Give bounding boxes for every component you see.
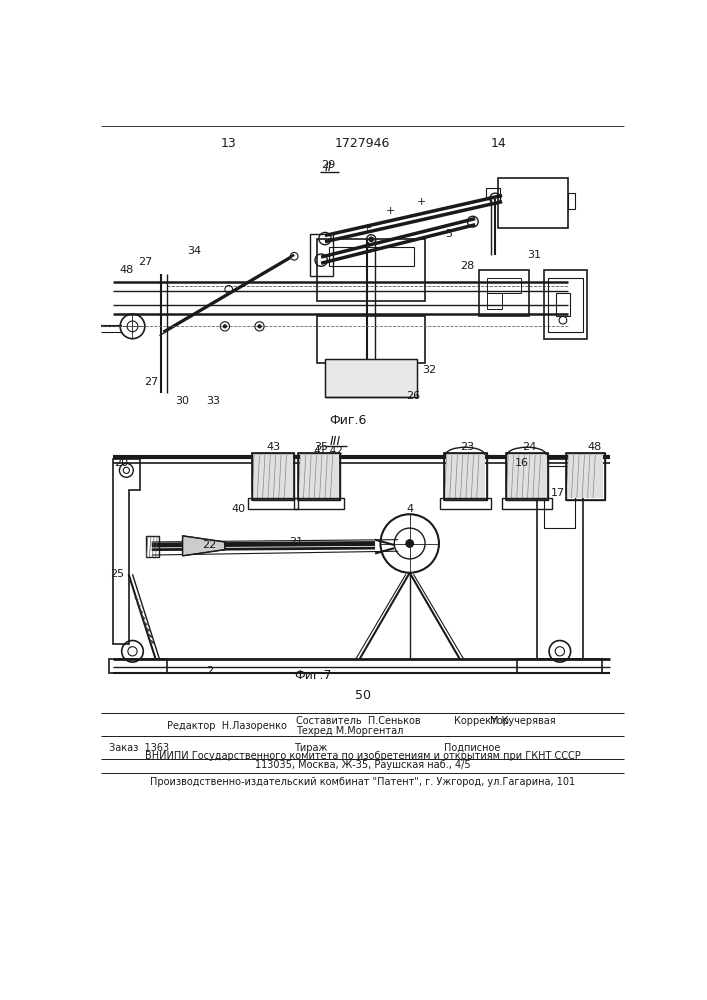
Text: 43: 43	[267, 442, 281, 452]
Bar	[294, 498, 344, 509]
Bar	[544, 270, 587, 339]
Text: ВНИИПИ Государственного комитета по изобретениям и открытиям при ГКНТ СССР: ВНИИПИ Государственного комитета по изоб…	[145, 751, 580, 761]
Bar	[298, 453, 340, 500]
Bar	[518, 659, 602, 673]
Text: 22: 22	[202, 540, 216, 550]
Bar	[252, 453, 294, 500]
Bar	[498, 178, 568, 228]
Text: 2: 2	[206, 666, 213, 676]
Text: III: III	[329, 435, 341, 448]
Circle shape	[258, 325, 261, 328]
Bar	[549, 278, 583, 332]
Bar	[537, 459, 583, 659]
Text: 33: 33	[206, 396, 221, 406]
Text: II: II	[325, 161, 332, 174]
Text: +: +	[363, 223, 372, 233]
Text: Подписное: Подписное	[444, 743, 501, 753]
Text: 27: 27	[139, 257, 153, 267]
Text: Заказ  1363: Заказ 1363	[110, 743, 170, 753]
Bar	[146, 536, 160, 557]
Bar	[508, 455, 547, 498]
Text: 27: 27	[145, 377, 159, 387]
Bar	[502, 498, 552, 509]
Text: 31: 31	[527, 250, 542, 260]
Text: Фиг.6: Фиг.6	[329, 414, 367, 427]
Circle shape	[223, 325, 226, 328]
Bar	[506, 453, 549, 500]
Text: Корректор: Корректор	[454, 716, 508, 726]
Text: 28: 28	[460, 261, 474, 271]
Text: Фиг.7: Фиг.7	[295, 669, 332, 682]
Bar	[568, 455, 603, 498]
Text: 25: 25	[110, 569, 124, 579]
Circle shape	[369, 237, 373, 242]
Text: 17: 17	[551, 488, 566, 498]
Text: Производственно-издательский комбинат "Патент", г. Ужгород, ул.Гагарина, 101: Производственно-издательский комбинат "П…	[150, 777, 575, 787]
Bar	[329, 247, 414, 266]
Text: 34: 34	[187, 246, 201, 256]
Text: 13: 13	[221, 137, 237, 150]
Text: 35: 35	[314, 442, 328, 452]
Bar	[310, 234, 333, 276]
Polygon shape	[182, 536, 225, 556]
Bar	[252, 453, 294, 500]
Text: 48: 48	[588, 442, 602, 452]
Text: 26: 26	[407, 391, 421, 401]
Circle shape	[406, 540, 414, 547]
Bar	[486, 278, 521, 293]
Bar	[568, 193, 575, 209]
Bar	[110, 659, 167, 673]
Text: М.Кучерявая: М.Кучерявая	[490, 716, 556, 726]
Bar	[444, 453, 486, 500]
Text: 29: 29	[321, 160, 335, 170]
Text: 50: 50	[355, 689, 370, 702]
Bar	[444, 453, 486, 500]
Text: 1727946: 1727946	[335, 137, 390, 150]
Text: 5: 5	[445, 229, 452, 239]
Bar	[446, 455, 485, 498]
Text: Тираж: Тираж	[294, 743, 327, 753]
Text: 113035, Москва, Ж-35, Раушская наб., 4/5: 113035, Москва, Ж-35, Раушская наб., 4/5	[255, 760, 471, 770]
Bar	[317, 316, 425, 363]
Text: 30: 30	[175, 396, 189, 406]
Bar	[317, 239, 425, 301]
Text: 23: 23	[460, 442, 474, 452]
Text: 41.42: 41.42	[314, 446, 344, 456]
Bar	[544, 466, 575, 528]
Text: 48: 48	[119, 265, 134, 275]
Text: +: +	[416, 197, 426, 207]
Bar	[440, 498, 491, 509]
Text: Техред М.Моргентал: Техред М.Моргентал	[296, 726, 403, 736]
Text: 4: 4	[406, 504, 414, 514]
Text: 16: 16	[515, 458, 528, 468]
Bar	[325, 359, 417, 397]
Bar	[300, 455, 339, 498]
Text: Редактор  Н.Лазоренко: Редактор Н.Лазоренко	[167, 721, 287, 731]
Bar	[486, 293, 502, 309]
Text: 14: 14	[491, 137, 506, 150]
Text: Составитель  П.Сеньков: Составитель П.Сеньков	[296, 716, 421, 726]
Text: 40: 40	[232, 504, 246, 514]
Bar	[253, 455, 293, 498]
Bar	[248, 498, 298, 509]
Bar	[325, 359, 417, 397]
Bar	[556, 293, 570, 316]
Bar	[566, 453, 604, 500]
Bar	[479, 270, 529, 316]
Text: 32: 32	[422, 365, 436, 375]
Text: 20: 20	[114, 458, 128, 468]
Text: 24: 24	[522, 442, 536, 452]
Text: 21: 21	[289, 537, 303, 547]
Bar	[506, 453, 549, 500]
Bar	[566, 453, 604, 500]
Bar	[298, 453, 340, 500]
Bar	[486, 188, 500, 197]
Text: +: +	[386, 206, 395, 216]
